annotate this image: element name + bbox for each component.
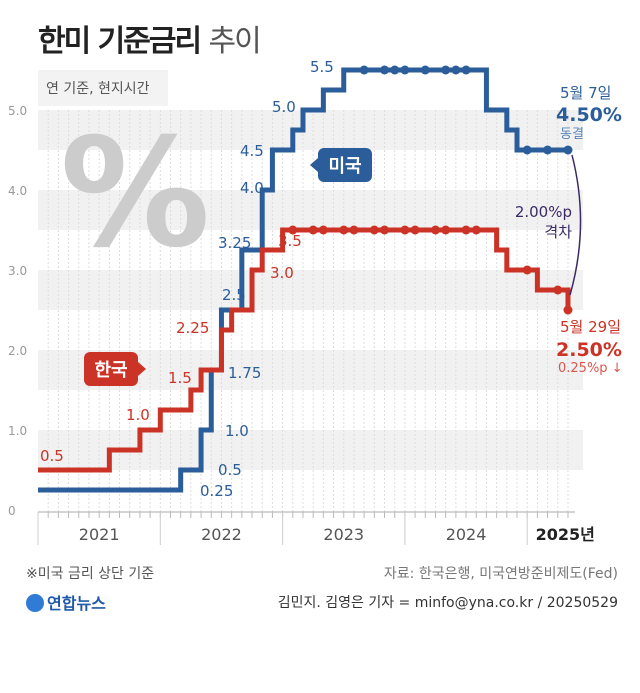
hold-dot — [349, 225, 359, 235]
logo-icon — [26, 594, 44, 612]
y-tick-label: 3.0 — [8, 264, 27, 278]
logo: 연합뉴스 — [26, 590, 106, 614]
x-tick-label: 2022 — [201, 525, 242, 544]
grid-band — [38, 190, 583, 230]
hold-dot — [522, 265, 532, 275]
value-label: 0.5 — [40, 447, 64, 465]
y-tick-label: 5.0 — [8, 104, 27, 118]
hold-dot — [410, 225, 420, 235]
us-tag — [318, 148, 372, 182]
hold-dot — [563, 305, 573, 315]
grid-band — [38, 110, 583, 150]
hold-dot — [430, 225, 440, 235]
hold-dot — [441, 65, 451, 75]
gap-bracket — [569, 154, 582, 296]
unit-box — [38, 70, 168, 106]
y-tick-label: 4.0 — [8, 184, 27, 198]
y-tick-label: 1.0 — [8, 424, 27, 438]
x-tick-label: 2024 — [446, 525, 487, 544]
korea-rate-line — [38, 227, 571, 473]
hold-dot — [461, 225, 471, 235]
hold-dot — [339, 225, 349, 235]
x-tick-label: 2023 — [323, 525, 364, 544]
unit-note: 연 기준, 현지시간 — [46, 81, 150, 97]
korea-tag-label: 한국 — [94, 360, 127, 381]
hold-dot — [359, 65, 369, 75]
hold-dot — [471, 225, 481, 235]
y-tick-label: 0 — [8, 504, 16, 518]
source: 자료: 한국은행, 미국연방준비제도(Fed) — [383, 566, 618, 582]
korea-date: 5월 29일 — [560, 318, 621, 336]
gap-value: 2.00%p — [515, 203, 572, 221]
value-label: 0.5 — [218, 461, 242, 479]
hold-dot — [380, 65, 390, 75]
hold-dot — [553, 285, 563, 295]
x-tick-label: 2025년 — [536, 525, 595, 544]
hold-dot — [543, 145, 553, 155]
value-label: 4.0 — [240, 179, 264, 197]
grid-band — [38, 270, 583, 310]
value-label: 2.5 — [222, 286, 246, 304]
korea-tag — [84, 352, 138, 386]
us-rate-line — [38, 67, 570, 493]
footnote: ※미국 금리 상단 기준 — [26, 566, 155, 582]
hold-dot — [563, 145, 573, 155]
korea-rate: 2.50% — [556, 339, 622, 361]
value-label: 1.5 — [168, 369, 192, 387]
hold-dot — [369, 225, 379, 235]
x-tick-label: 2021 — [79, 525, 120, 544]
hold-dot — [390, 65, 400, 75]
us-rate: 4.50% — [556, 104, 622, 126]
title-main: 한미 기준금리 — [38, 24, 202, 59]
hold-dot — [461, 65, 471, 75]
percent-decoration: % — [60, 107, 210, 281]
value-label: 1.0 — [225, 422, 249, 440]
value-label: 3.25 — [218, 234, 251, 252]
value-label: 5.0 — [272, 98, 296, 116]
korea-note: 0.25%p ↓ — [558, 361, 623, 376]
hold-dot — [522, 145, 532, 155]
us-note: 동결 — [560, 127, 584, 142]
value-label: 0.25 — [200, 482, 233, 500]
page-title: 한미 기준금리 추이 — [38, 16, 262, 60]
hold-dot — [420, 65, 430, 75]
hold-dot — [400, 65, 410, 75]
hold-dot — [400, 225, 410, 235]
logo-text: 연합뉴스 — [47, 594, 106, 613]
hold-dot — [318, 225, 328, 235]
hold-dot — [308, 225, 318, 235]
hold-dot — [380, 225, 390, 235]
title-sub: 추이 — [208, 24, 262, 59]
credit: 김민지. 김영은 기자 = minfo@yna.co.kr / 20250529 — [277, 595, 618, 611]
value-label: 1.75 — [228, 364, 261, 382]
value-label: 1.0 — [126, 406, 150, 424]
hold-dot — [451, 65, 461, 75]
us-tag-pointer — [310, 158, 318, 172]
us-date: 5월 7일 — [560, 84, 611, 102]
value-label: 4.5 — [240, 142, 264, 160]
korea-tag-pointer — [138, 362, 146, 376]
value-label: 3.5 — [278, 232, 302, 250]
hold-dot — [441, 225, 451, 235]
value-label: 5.5 — [310, 58, 334, 76]
gap-label: 격차 — [544, 223, 572, 241]
y-tick-label: 2.0 — [8, 344, 27, 358]
value-label: 3.0 — [270, 264, 294, 282]
us-tag-label: 미국 — [328, 156, 361, 177]
value-label: 2.25 — [176, 319, 209, 337]
hold-dot — [288, 225, 298, 235]
